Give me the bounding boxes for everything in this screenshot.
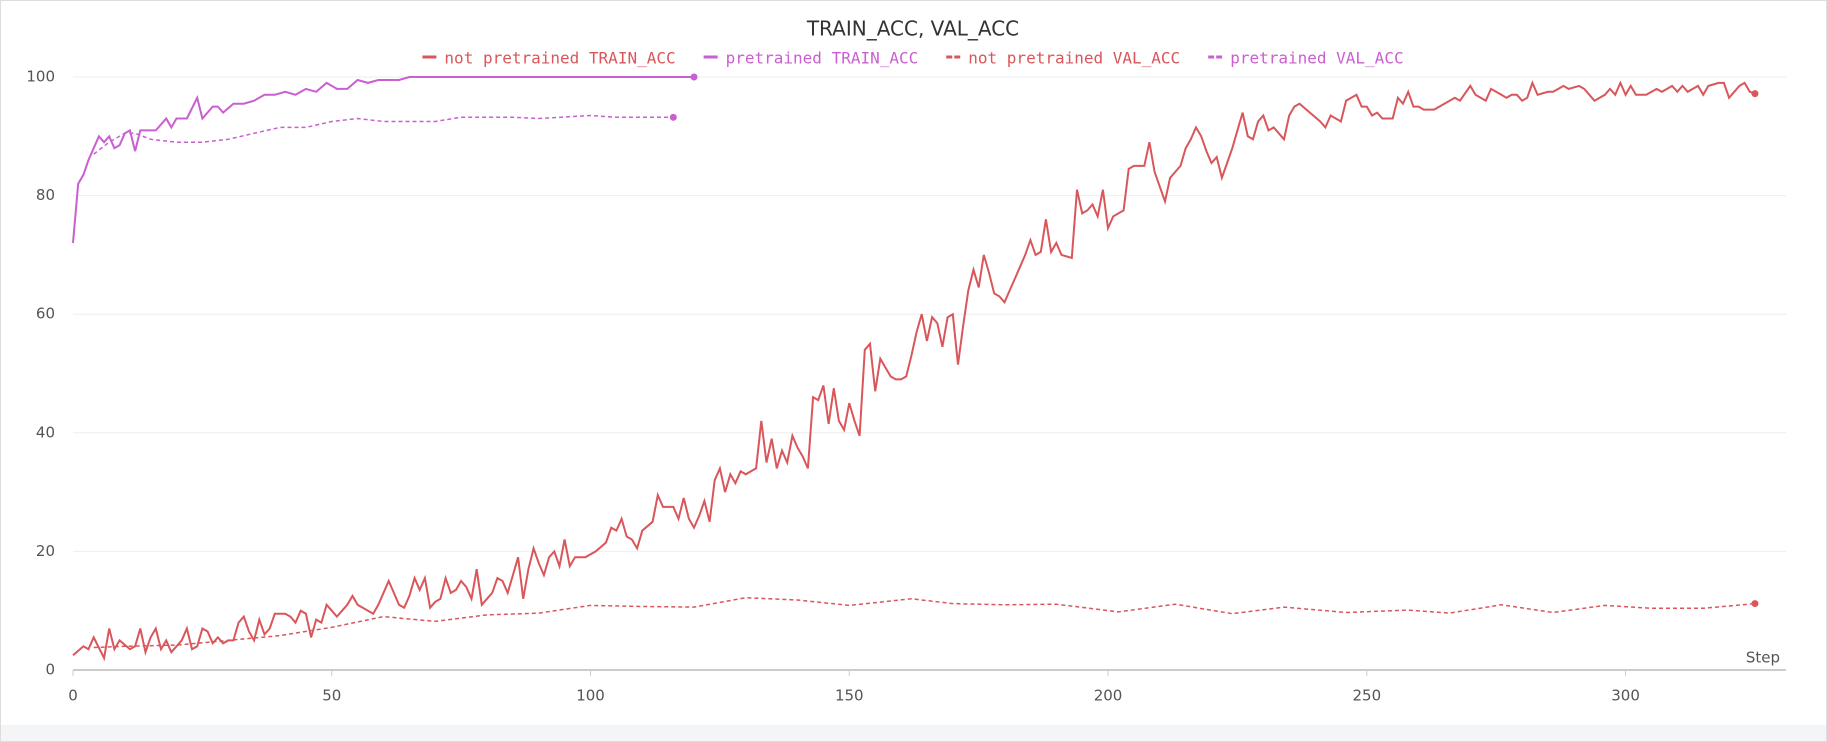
x-tick-label: 250 — [1352, 687, 1381, 705]
end-point — [669, 113, 677, 121]
chart-title: TRAIN_ACC, VAL_ACC — [806, 17, 1019, 41]
series-line — [93, 596, 1755, 649]
end-point — [1751, 600, 1759, 608]
series-line — [72, 76, 694, 244]
y-tick-label: 60 — [36, 305, 55, 323]
series-line — [72, 80, 1756, 662]
y-tick-label: 80 — [36, 186, 55, 204]
legend-label: not pretrained VAL_ACC — [968, 49, 1180, 68]
x-tick-label: 150 — [835, 687, 864, 705]
end-point — [690, 73, 698, 81]
legend-label: not pretrained TRAIN_ACC — [444, 49, 675, 68]
legend-label: pretrained VAL_ACC — [1230, 49, 1403, 68]
y-tick-label: 20 — [36, 542, 55, 560]
y-tick-label: 0 — [45, 661, 55, 679]
x-tick-label: 100 — [576, 687, 605, 705]
footer-strip — [1, 725, 1826, 741]
series-line — [93, 114, 674, 155]
x-tick-label: 200 — [1094, 687, 1123, 705]
x-tick-label: 300 — [1611, 687, 1640, 705]
legend-label: pretrained TRAIN_ACC — [726, 49, 919, 68]
y-tick-label: 40 — [36, 423, 55, 441]
x-tick-label: 0 — [68, 687, 78, 705]
y-tick-label: 100 — [26, 68, 55, 86]
x-axis-label: Step — [1746, 649, 1780, 667]
end-point — [1751, 90, 1759, 98]
x-tick-label: 50 — [322, 687, 341, 705]
